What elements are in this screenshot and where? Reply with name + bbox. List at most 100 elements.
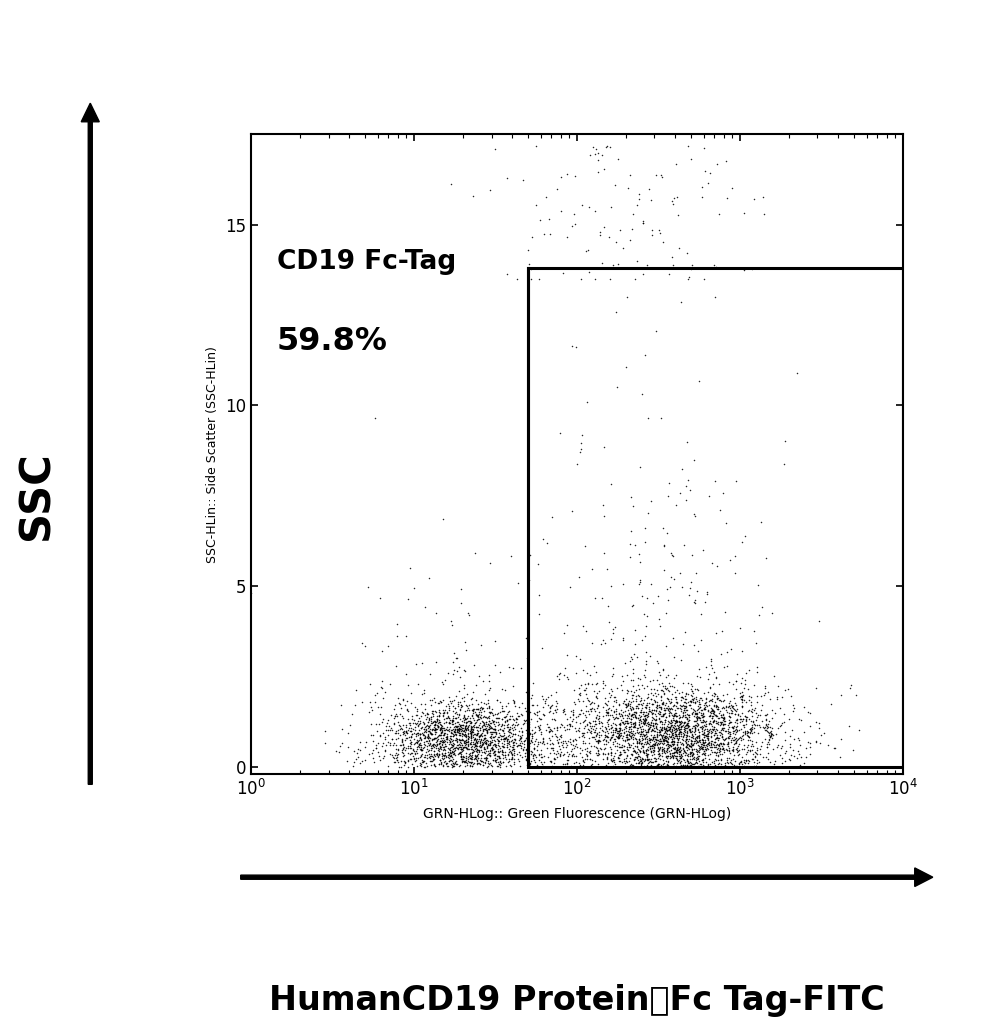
Point — [654, 732, 670, 748]
Point — [644, 696, 660, 712]
Point — [650, 736, 666, 752]
Point — [663, 721, 679, 738]
Point — [415, 682, 431, 699]
Point — [489, 744, 505, 761]
Point — [705, 664, 721, 680]
Point — [484, 713, 500, 730]
Point — [604, 757, 620, 774]
Point — [352, 734, 368, 750]
Point — [478, 713, 494, 730]
Point — [677, 717, 693, 734]
Point — [471, 719, 487, 736]
Point — [441, 700, 457, 716]
Point — [623, 746, 639, 763]
Point — [681, 482, 697, 498]
Point — [382, 676, 398, 692]
Point — [428, 746, 444, 763]
Point — [410, 717, 426, 734]
Point — [676, 718, 692, 735]
Point — [655, 733, 671, 749]
Point — [431, 714, 447, 731]
Point — [642, 756, 658, 773]
Point — [695, 723, 711, 740]
Point — [540, 719, 556, 736]
Point — [460, 733, 476, 749]
Point — [389, 749, 405, 766]
Point — [603, 707, 619, 723]
Point — [542, 736, 558, 752]
Point — [671, 757, 687, 774]
Point — [482, 719, 498, 736]
Point — [672, 728, 688, 744]
Point — [482, 718, 498, 735]
Point — [597, 139, 613, 156]
Point — [472, 738, 488, 754]
Point — [463, 750, 479, 767]
Point — [452, 734, 468, 750]
Point — [679, 674, 695, 690]
Point — [412, 754, 428, 771]
Point — [722, 705, 738, 721]
Point — [628, 721, 644, 738]
Point — [707, 697, 723, 713]
Point — [501, 734, 517, 750]
Point — [659, 756, 675, 773]
Point — [712, 708, 728, 724]
Point — [577, 622, 593, 639]
Point — [504, 727, 520, 743]
Point — [669, 732, 685, 748]
Point — [663, 717, 679, 734]
Point — [479, 743, 495, 760]
Point — [715, 710, 731, 727]
Point — [444, 735, 460, 751]
Point — [400, 722, 416, 739]
Point — [475, 721, 491, 738]
Point — [701, 706, 717, 722]
Point — [482, 746, 498, 763]
Point — [679, 718, 695, 735]
Point — [635, 745, 651, 762]
Point — [409, 759, 425, 775]
Point — [524, 749, 540, 766]
Point — [802, 705, 818, 721]
Point — [728, 711, 744, 728]
Point — [422, 753, 438, 770]
Point — [422, 740, 438, 756]
Point — [581, 260, 597, 277]
Point — [661, 701, 677, 717]
Point — [689, 643, 705, 659]
Point — [703, 705, 719, 721]
Point — [395, 691, 411, 708]
Point — [535, 707, 551, 723]
Point — [460, 605, 476, 621]
Point — [445, 691, 461, 708]
Point — [572, 434, 588, 451]
Point — [620, 719, 636, 736]
Point — [602, 744, 618, 761]
Point — [665, 739, 681, 755]
Point — [479, 721, 495, 738]
Point — [572, 702, 588, 718]
Point — [757, 716, 773, 733]
Point — [427, 721, 443, 738]
Point — [392, 736, 408, 752]
Point — [451, 706, 467, 722]
Point — [497, 709, 513, 725]
Point — [602, 681, 618, 698]
Point — [704, 739, 720, 755]
Point — [422, 724, 438, 741]
Point — [459, 751, 475, 768]
Point — [833, 687, 849, 704]
Point — [634, 215, 650, 231]
Point — [649, 735, 665, 751]
Point — [419, 705, 435, 721]
Point — [426, 742, 442, 759]
Point — [506, 694, 522, 710]
Point — [594, 708, 610, 724]
Point — [664, 718, 680, 735]
Point — [698, 728, 714, 744]
Point — [718, 704, 734, 720]
Point — [628, 197, 644, 214]
Point — [655, 731, 671, 747]
Point — [373, 679, 389, 696]
